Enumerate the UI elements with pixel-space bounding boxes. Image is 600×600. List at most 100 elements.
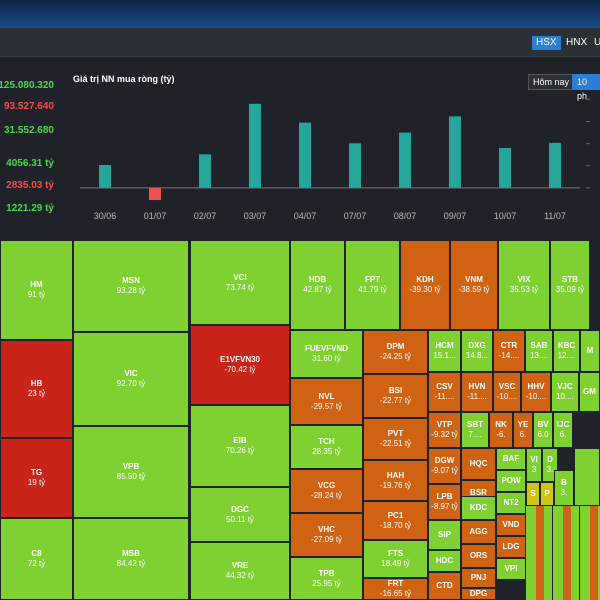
heatmap-cell-fuevfvnd[interactable]: FUEVFVND 31.60 tỷ (290, 330, 363, 378)
heatmap-cell-kdh[interactable]: KDH -39.30 tỷ (400, 240, 450, 330)
top-header-bar (0, 0, 600, 28)
ten-minute-button[interactable]: 10 ph (572, 74, 600, 101)
heatmap-cell-hdb[interactable]: HDB 42.87 tỷ (290, 240, 345, 330)
heatmap-cell-vix[interactable]: VIX 35.53 tỷ (498, 240, 550, 330)
heatmap-cell-msb[interactable]: MSB 84.42 tỷ (73, 518, 189, 600)
ticker-symbol: LPB (436, 492, 453, 501)
net-value: -6. (496, 430, 506, 439)
heatmap-cell-nvl[interactable]: NVL -29.57 tỷ (290, 378, 363, 425)
heatmap-cell-vic[interactable]: VIC 92.70 tỷ (73, 332, 189, 426)
heatmap-cell-vsc[interactable]: VSC -10.... (493, 372, 521, 412)
heatmap-cell-hhv[interactable]: HHV -10.... (521, 372, 551, 412)
heatmap-cell-pow[interactable]: POW (496, 470, 526, 492)
ticker-symbol: TG (30, 468, 43, 477)
tab-hnx[interactable]: HNX (566, 37, 588, 48)
chart-tick-label: 02/07 (194, 211, 217, 221)
ticker-symbol: VTP (436, 420, 453, 429)
heatmap-cell-hcm[interactable]: HCM 15.1... (428, 330, 461, 372)
heatmap-cell-nk[interactable]: NK -6. (489, 412, 513, 448)
ticker-symbol: VND (502, 520, 520, 529)
heatmap-cell-dpg[interactable]: DPG (461, 588, 496, 600)
heatmap-cell-tpb[interactable]: TPB 25.95 tỷ (290, 557, 363, 600)
heatmap-cell-vci[interactable]: VCI 73.74 tỷ (190, 240, 290, 325)
heatmap-cell-pc1[interactable]: PC1 -18.70 tỷ (363, 501, 428, 540)
heatmap-cell-msn[interactable]: MSN 93.28 tỷ (73, 240, 189, 332)
ticker-symbol: FRT (387, 579, 404, 588)
heatmap-cell-ijc[interactable]: IJC 6. (553, 412, 573, 448)
heatmap-cell-tch[interactable]: TCH 28.35 tỷ (290, 425, 363, 469)
heatmap-cell-vpi[interactable]: VPI (496, 558, 526, 580)
today-button[interactable]: Hôm nay (528, 74, 575, 90)
heatmap-cell-fpt[interactable]: FPT 41.79 tỷ (345, 240, 400, 330)
ticker-symbol: VIC (124, 369, 138, 378)
ticker-symbol: P (544, 489, 550, 498)
ticker-symbol: ORS (469, 551, 488, 560)
heatmap-cell-kbc[interactable]: KBC 12.... (553, 330, 580, 372)
heatmap-cell-m[interactable]: M (580, 330, 600, 372)
heatmap-cell-vnd[interactable]: VND (496, 514, 526, 536)
heatmap-cell-csv[interactable]: CSV -11.... (428, 372, 461, 412)
heatmap-cell-p[interactable]: P (540, 482, 554, 506)
heatmap-cell-gm[interactable]: GM (579, 372, 600, 412)
tab-hsx[interactable]: HSX (532, 36, 561, 50)
heatmap-cell-hah[interactable]: HAH -19.76 tỷ (363, 460, 428, 501)
net-value: 14.8... (465, 351, 489, 360)
heatmap-cell-vhc[interactable]: VHC -27.09 tỷ (290, 513, 363, 557)
chart-tick-label: 04/07 (294, 211, 317, 221)
heatmap-cell-dgc[interactable]: DGC 50.11 tỷ (190, 487, 290, 542)
net-value: 44.32 tỷ (225, 571, 255, 580)
heatmap-cell-agg[interactable]: AGG (461, 520, 496, 544)
heatmap-cell-ctd[interactable]: CTD (428, 572, 461, 600)
heatmap-cell-vi[interactable]: VI 3 (526, 448, 542, 482)
heatmap-cell-tg[interactable]: TG 19 tỷ (0, 438, 73, 518)
summary-value-6: 1221.29 tỷ (6, 203, 54, 214)
heatmap-cell-fts[interactable]: FTS 18.49 tỷ (363, 540, 428, 578)
heatmap-cell-s[interactable]: S (526, 482, 540, 506)
ticker-symbol: MSN (122, 276, 140, 285)
heatmap-cell-e1vfvn30[interactable]: E1VFVN30 -70.42 tỷ (190, 325, 290, 405)
heatmap-cell-dpm[interactable]: DPM -24.25 tỷ (363, 330, 428, 374)
heatmap-cell-hm[interactable]: HM 91 tỷ (0, 240, 73, 340)
heatmap-cell-hvn[interactable]: HVN -11.... (461, 372, 493, 412)
heatmap-cell-b[interactable]: B 3. (554, 470, 574, 506)
heatmap-cell-hb[interactable]: HB 23 tỷ (0, 340, 73, 438)
heatmap-cell-sip[interactable]: SIP (428, 520, 461, 550)
heatmap-cell-sab[interactable]: SAB 13.... (525, 330, 553, 372)
heatmap-cell-vcg[interactable]: VCG -28.24 tỷ (290, 469, 363, 513)
heatmap-cell-hdc[interactable]: HDC (428, 550, 461, 572)
heatmap-cell-nt2[interactable]: NT2 (496, 492, 526, 514)
heatmap-cell-dgw[interactable]: DGW -9.07 tỷ (428, 448, 461, 484)
heatmap-cell-stb[interactable]: STB 35.09 tỷ (550, 240, 590, 330)
heatmap-cell-ldg[interactable]: LDG (496, 536, 526, 558)
heatmap-cell-vpb[interactable]: VPB 85.50 tỷ (73, 426, 189, 518)
heatmap-cell-kdc[interactable]: KDC (461, 496, 496, 520)
heatmap-cell-c8[interactable]: C8 72 tỷ (0, 518, 73, 600)
heatmap-cell-dxg[interactable]: DXG 14.8... (461, 330, 493, 372)
tab-upcom[interactable]: U (594, 37, 600, 48)
heatmap-cell-vnm[interactable]: VNM -38.59 tỷ (450, 240, 498, 330)
heatmap-cell-vjc[interactable]: VJC 10.... (551, 372, 579, 412)
heatmap-cell-frt[interactable]: FRT -16.65 tỷ (363, 578, 428, 600)
net-value: 10.... (556, 392, 574, 401)
heatmap-cell-ctr[interactable]: CTR -14.... (493, 330, 525, 372)
heatmap-cell-lpb[interactable]: LPB -8.97 tỷ (428, 484, 461, 520)
net-value: -11.... (467, 392, 487, 401)
ticker-symbol: TCH (318, 437, 335, 446)
net-value: 23 tỷ (27, 389, 46, 398)
heatmap-cell-pnj[interactable]: PNJ (461, 568, 496, 588)
net-value: -70.42 tỷ (224, 365, 256, 374)
heatmap-cell-pvt[interactable]: PVT -22.51 tỷ (363, 418, 428, 460)
heatmap-cell-sbt[interactable]: SBT 7.... (461, 412, 489, 448)
heatmap-cell-ors[interactable]: ORS (461, 544, 496, 568)
ticker-symbol: HQC (469, 459, 488, 468)
heatmap-cell-baf[interactable]: BAF (496, 448, 526, 470)
heatmap-cell-ye[interactable]: YE 6. (513, 412, 533, 448)
ticker-symbol: NT2 (503, 498, 519, 507)
heatmap-cell-eib[interactable]: EIB 70.26 tỷ (190, 405, 290, 487)
heatmap-cell-bsi[interactable]: BSI -22.77 tỷ (363, 374, 428, 418)
heatmap-cell-hqc[interactable]: HQC (461, 448, 496, 480)
heatmap-cell-vre[interactable]: VRE 44.32 tỷ (190, 542, 290, 600)
heatmap-cell-bv[interactable]: BV 6.0 (533, 412, 553, 448)
heatmap-cell-vtp[interactable]: VTP -9.32 tỷ (428, 412, 461, 448)
ticker-symbol: DGW (434, 456, 455, 465)
